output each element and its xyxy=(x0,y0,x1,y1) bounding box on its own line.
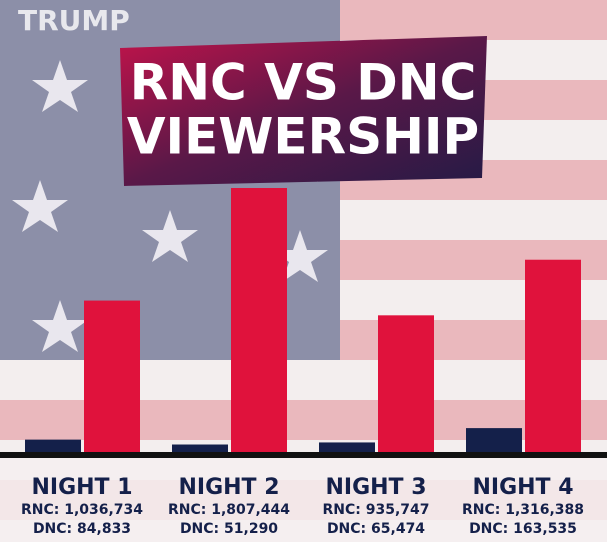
bar xyxy=(378,315,434,452)
x-tick-label: NIGHT 1 xyxy=(31,475,132,500)
bar xyxy=(319,442,375,452)
value-label: DNC: 51,290 xyxy=(180,521,278,537)
value-label: RNC: 1,807,444 xyxy=(168,502,290,518)
bar xyxy=(84,300,140,452)
watermark: TRUMP xyxy=(18,4,130,37)
bar xyxy=(172,444,228,452)
value-label: RNC: 1,036,734 xyxy=(21,502,143,518)
bar xyxy=(466,428,522,452)
x-tick-label: NIGHT 3 xyxy=(325,475,426,500)
value-label: RNC: 1,316,388 xyxy=(462,502,584,518)
baseline xyxy=(0,452,607,458)
value-label: RNC: 935,747 xyxy=(322,502,429,518)
value-label: DNC: 65,474 xyxy=(327,521,425,537)
x-tick-label: NIGHT 2 xyxy=(178,475,279,500)
x-tick-label: NIGHT 4 xyxy=(472,475,573,500)
label-panel xyxy=(0,455,607,542)
bar xyxy=(231,188,287,452)
title-box xyxy=(120,36,487,186)
bar xyxy=(525,259,581,452)
value-label: DNC: 84,833 xyxy=(33,521,131,537)
bar xyxy=(25,439,81,452)
chart-title: VIEWERSHIP xyxy=(127,108,479,166)
chart-title: RNC VS DNC xyxy=(130,54,477,112)
value-label: DNC: 163,535 xyxy=(469,521,577,537)
